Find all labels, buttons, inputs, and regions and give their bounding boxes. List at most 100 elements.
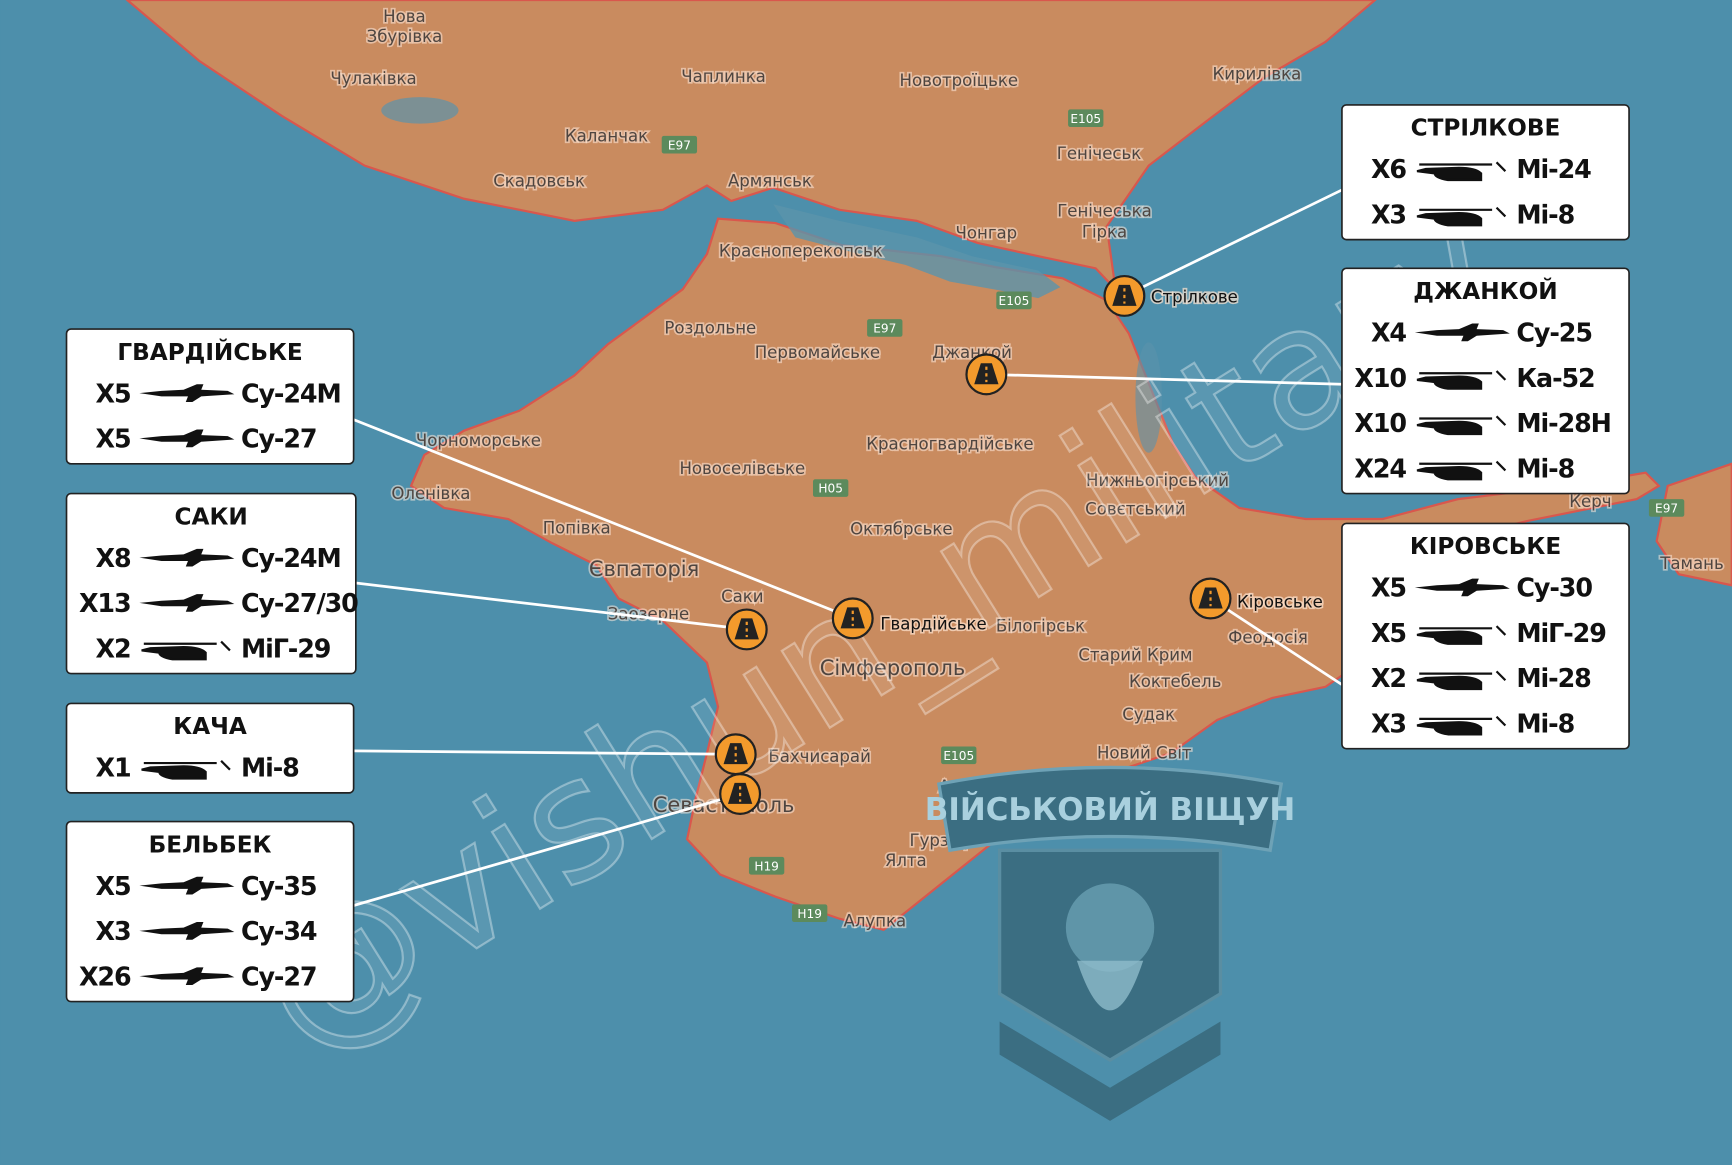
airfield-box — [65, 328, 355, 465]
place-label: Євпаторія — [589, 557, 699, 581]
aircraft-count: X10 — [1354, 408, 1406, 438]
airfield-title: ГВАРДІЙСЬКЕ — [117, 338, 302, 366]
helicopter-icon — [141, 760, 231, 780]
jet-icon — [139, 967, 235, 986]
airfield-title: САКИ — [175, 503, 248, 530]
helicopter-icon — [1416, 370, 1507, 390]
place-label: Збурівка — [367, 27, 443, 46]
aircraft-type: Мі-24 — [1516, 154, 1591, 184]
aircraft-count: X5 — [96, 871, 131, 901]
place-label: Кирилівка — [1212, 65, 1301, 84]
place-label: Ялта — [885, 851, 927, 870]
jet-icon — [139, 594, 235, 612]
aircraft-type: Су-27 — [241, 424, 316, 454]
place-label: Судак — [1122, 705, 1175, 724]
place-label: Скадовськ — [493, 172, 585, 191]
aircraft-count: X3 — [1371, 199, 1406, 229]
leader-line — [353, 418, 854, 620]
aircraft-type: Су-24М — [241, 378, 341, 408]
place-label: Оленівка — [391, 484, 470, 503]
road-shield — [996, 291, 1032, 310]
jet-icon — [139, 429, 235, 448]
place-label: Старий Крим — [1078, 645, 1192, 664]
place-label: Первомайське — [755, 343, 880, 362]
place-label: Сімферополь — [820, 656, 966, 680]
aircraft-type: Су-27 — [241, 961, 316, 991]
place-label: Нижньогірський — [1086, 471, 1229, 490]
road-label: E105 — [943, 749, 974, 763]
road-shield — [748, 856, 785, 875]
mainland — [125, 0, 1377, 293]
road-label: E97 — [873, 322, 896, 336]
logo: ВІЙСЬКОВИЙ ВІЩУН — [925, 765, 1295, 1121]
jet-icon — [139, 384, 235, 402]
road-shield — [661, 135, 698, 154]
marker-label: Кіровське — [1237, 592, 1323, 611]
road-label: H19 — [754, 859, 779, 873]
lake — [381, 97, 459, 124]
place-label: Чулаківка — [330, 69, 416, 88]
leader-line — [1209, 597, 1343, 686]
aircraft-count: X2 — [96, 633, 131, 663]
marker-label: Гвардійське — [880, 615, 986, 634]
taman — [1655, 462, 1732, 587]
airfield-box — [65, 702, 355, 794]
place-label: Бахчисарай — [768, 747, 870, 766]
airfield-title: БЕЛЬБЕК — [149, 831, 272, 858]
aircraft-count: X3 — [1371, 709, 1406, 739]
leader-lines — [353, 188, 1343, 907]
jet-icon — [139, 876, 235, 895]
aircraft-type: Су-24М — [241, 543, 341, 573]
leader-line — [353, 749, 736, 756]
leader-line — [986, 372, 1342, 386]
road-shield — [792, 904, 828, 923]
place-label: Керч — [1569, 492, 1611, 511]
aircraft-count: X8 — [96, 543, 131, 573]
road-label: H05 — [818, 482, 843, 496]
place-label: Білогірськ — [996, 617, 1085, 636]
aircraft-count: X6 — [1371, 154, 1406, 184]
aircraft-count: X5 — [1371, 618, 1406, 648]
airfield-title: СТРІЛКОВЕ — [1411, 115, 1561, 142]
sivash — [773, 204, 1061, 299]
logo-banner — [936, 765, 1284, 853]
logo-face — [1065, 883, 1155, 972]
road-shield — [867, 319, 903, 337]
place-label: Новотроїцьке — [900, 71, 1019, 90]
airfield-title: КАЧА — [173, 713, 247, 740]
jet-icon — [1414, 323, 1510, 342]
road-label: E97 — [1655, 502, 1678, 516]
aircraft-type: Су-34 — [241, 916, 317, 946]
aircraft-count: X10 — [1354, 363, 1406, 393]
place-label: Тамань — [1659, 554, 1723, 573]
aircraft-count: X26 — [79, 961, 131, 991]
airfield-title: КІРОВСЬКЕ — [1410, 533, 1561, 560]
marker-label: Стрілкове — [1151, 288, 1238, 307]
aircraft-count: X13 — [79, 588, 131, 618]
place-label: Красногвардійське — [866, 435, 1033, 454]
place-label: Армянськ — [728, 172, 812, 191]
jet-icon — [139, 922, 235, 940]
road-label: H19 — [797, 907, 822, 921]
airfield-box — [1341, 104, 1630, 241]
helicopter-icon — [141, 640, 231, 661]
place-label: Чонгар — [956, 224, 1018, 243]
road-shield — [1648, 499, 1685, 517]
helicopter-icon — [1416, 625, 1507, 645]
leader-line — [353, 792, 741, 907]
place-label: Попівка — [543, 518, 611, 537]
road-shield — [941, 746, 977, 765]
aircraft-count: X1 — [96, 753, 131, 783]
aircraft-count: X4 — [1371, 318, 1406, 348]
place-label: Коктебель — [1129, 672, 1221, 691]
place-label: Новий Світ — [1097, 744, 1192, 763]
helicopter-icon — [1416, 161, 1507, 182]
road-label: E105 — [999, 294, 1030, 308]
logo-text: ВІЙСЬКОВИЙ ВІЩУН — [925, 792, 1295, 828]
aircraft-type: МіГ-29 — [1516, 618, 1606, 648]
leader-line — [1123, 188, 1343, 298]
aircraft-count: X24 — [1354, 453, 1406, 483]
place-label: Каланчак — [565, 126, 648, 145]
